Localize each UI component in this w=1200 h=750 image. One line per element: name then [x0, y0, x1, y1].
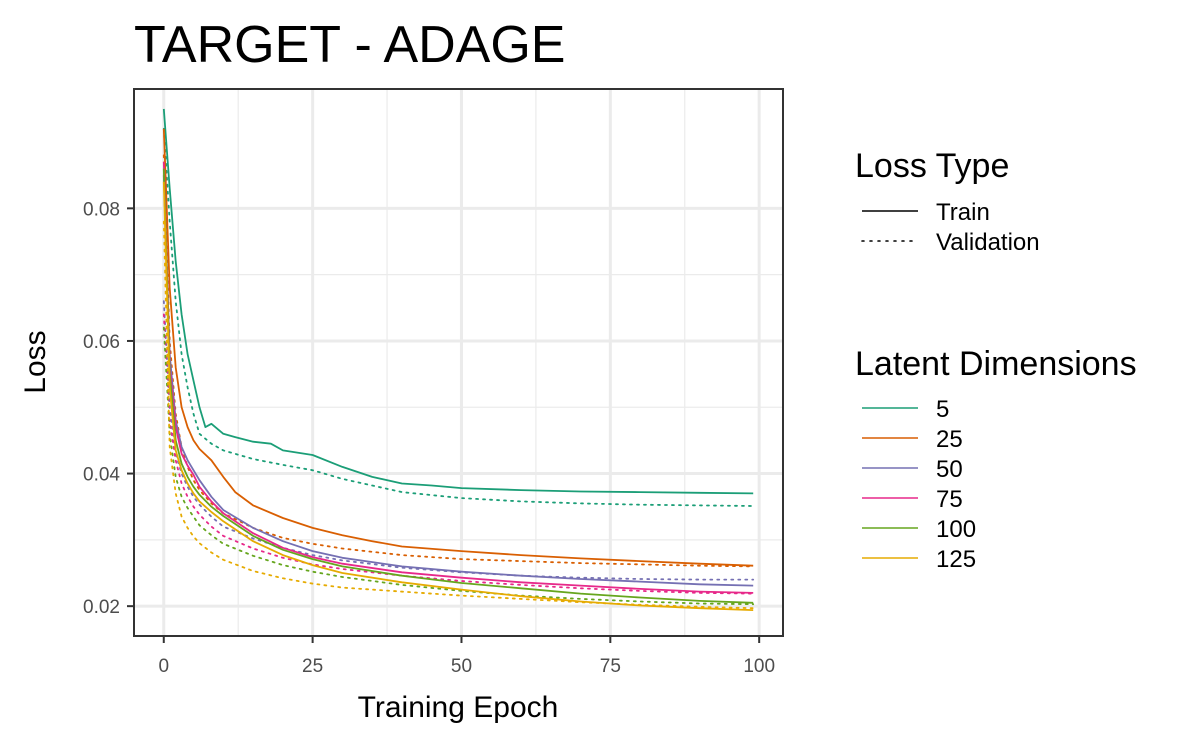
y-axis: 0.02 0.04 0.06 0.08	[83, 199, 134, 618]
series-line-50-train	[162, 175, 754, 587]
plot-background	[134, 89, 783, 636]
panel-border	[133, 88, 784, 637]
legend-label-100: 100	[936, 516, 976, 543]
legend-label-train: Train	[936, 199, 990, 226]
series-line-50-validation	[162, 300, 755, 581]
y-tick-label: 0.06	[83, 332, 120, 353]
x-axis: 0 25 50 75 100	[158, 636, 775, 677]
series-line-5-validation	[162, 127, 755, 507]
y-tick-label: 0.04	[83, 465, 120, 486]
legend-label-5: 5	[936, 396, 949, 423]
y-axis-title: Loss	[19, 330, 52, 393]
x-tick-label: 25	[302, 656, 323, 677]
series-line-125-validation	[162, 220, 755, 610]
series-line-75-validation	[162, 313, 755, 595]
series-line-125-train	[162, 181, 754, 611]
x-axis-title: Training Epoch	[358, 691, 559, 724]
x-tick-label: 75	[600, 656, 621, 677]
series-line-75-train	[162, 161, 754, 594]
legend-label-50: 50	[936, 456, 963, 483]
y-tick-label: 0.02	[83, 597, 120, 618]
x-tick-label: 100	[743, 656, 775, 677]
series-line-5-train	[162, 108, 754, 495]
legend-label-75: 75	[936, 486, 963, 513]
series-layer	[162, 108, 755, 611]
x-tick-label: 50	[451, 656, 472, 677]
legend-latent-title: Latent Dimensions	[855, 345, 1137, 383]
legend-loss-type-title: Loss Type	[855, 147, 1009, 185]
legend-label-25: 25	[936, 426, 963, 453]
chart-title: TARGET - ADAGE	[134, 16, 566, 74]
y-tick-label: 0.08	[83, 199, 120, 220]
plot-panel	[134, 89, 783, 636]
series-line-25-train	[162, 128, 754, 567]
legend-loss-type: Loss Type Train Validation	[855, 147, 1040, 256]
legend-label-validation: Validation	[936, 229, 1040, 256]
series-line-100-train	[162, 168, 754, 604]
series-line-100-validation	[162, 326, 755, 606]
legend-latent-dimensions: Latent Dimensions 5 25 50 75 100 125	[855, 345, 1137, 573]
legend-label-125: 125	[936, 546, 976, 573]
x-tick-label: 0	[158, 656, 169, 677]
